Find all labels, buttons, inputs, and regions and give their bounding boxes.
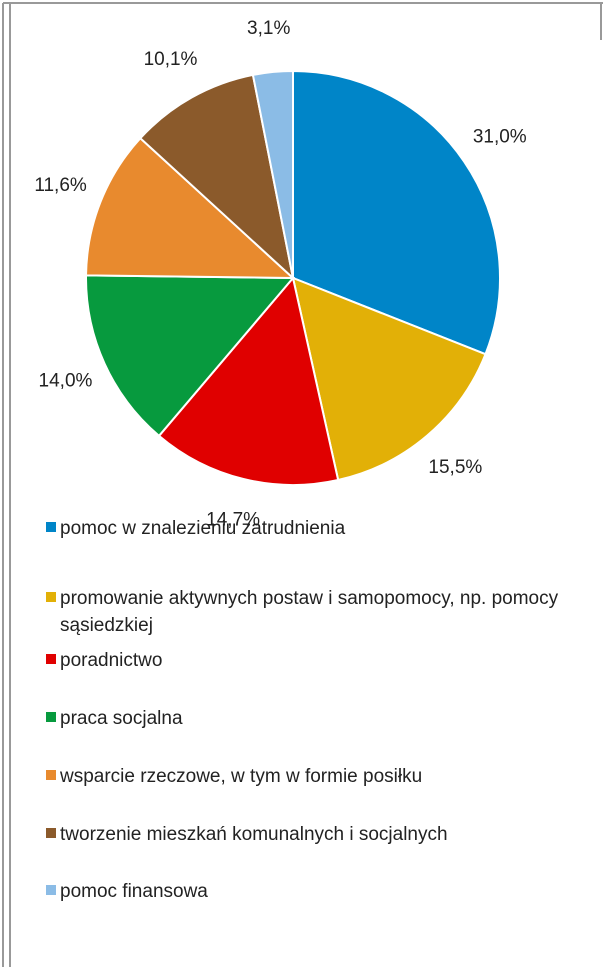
pie-slice: [251, 69, 294, 279]
legend-label: wsparcie rzeczowe, w tym w formie posiłk…: [60, 766, 423, 787]
legend-swatch: [46, 522, 56, 532]
data-label: 31,0%: [473, 126, 527, 147]
data-label: 3,1%: [247, 18, 290, 39]
pie-slice: [291, 276, 487, 482]
legend-swatch: [46, 885, 56, 895]
data-label: 14,0%: [39, 371, 93, 392]
legend-item: poradnictwo: [46, 647, 586, 674]
pie-slice: [85, 136, 296, 280]
legend-item: wsparcie rzeczowe, w tym w formie posiłk…: [46, 763, 586, 790]
pie-slice: [292, 69, 501, 356]
legend-label: praca socjalna: [60, 708, 183, 729]
legend-label: promowanie aktywnych postaw i samopomocy…: [60, 588, 559, 636]
legend-label: poradnictwo: [60, 650, 163, 671]
legend-label: pomoc finansowa: [60, 881, 208, 902]
legend-item: praca socjalna: [46, 705, 586, 732]
legend-swatch: [46, 770, 56, 780]
legend-label: tworzenie mieszkań komunalnych i socjaln…: [60, 824, 448, 845]
legend-item: tworzenie mieszkań komunalnych i socjaln…: [46, 821, 586, 848]
legend-swatch: [46, 828, 56, 838]
pie-slice: [157, 275, 340, 486]
legend-item: promowanie aktywnych postaw i samopomocy…: [46, 585, 586, 639]
data-label: 11,6%: [34, 175, 87, 196]
data-label: 10,1%: [144, 49, 198, 70]
data-label: 15,5%: [428, 457, 482, 478]
legend-label: pomoc w znalezieniu zatrudnienia: [60, 518, 346, 539]
legend-item: pomoc w znalezieniu zatrudnienia: [46, 515, 586, 542]
legend-swatch: [46, 712, 56, 722]
legend-swatch: [46, 654, 56, 664]
pie-slice: [85, 274, 296, 438]
data-label: 14,7%: [206, 510, 260, 531]
legend-swatch: [46, 592, 56, 602]
pie-slice: [138, 73, 295, 281]
legend-item: pomoc finansowa: [46, 878, 586, 905]
